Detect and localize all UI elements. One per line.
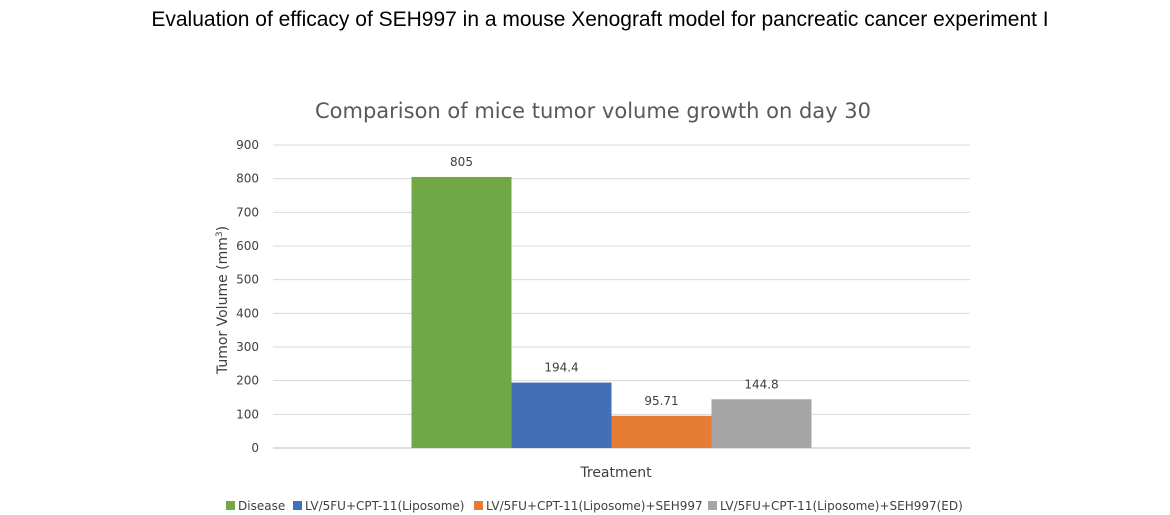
legend-swatch xyxy=(293,501,302,510)
y-axis-title-superscript: 3 xyxy=(215,231,225,237)
legend-label: LV/5FU+CPT-11(Liposome)+SEH997(ED) xyxy=(720,499,963,513)
y-tick-label: 500 xyxy=(236,273,259,287)
bar xyxy=(711,399,812,448)
y-tick-label: 400 xyxy=(236,306,259,320)
y-axis-title: Tumor Volume (mm3) xyxy=(215,226,231,375)
legend-label: LV/5FU+CPT-11(Liposome)+SEH997 xyxy=(486,499,703,513)
y-axis-title-close: ) xyxy=(215,226,231,231)
data-label: 95.71 xyxy=(644,394,678,408)
data-label: 805 xyxy=(450,155,473,169)
y-axis-title-main: Tumor Volume (mm xyxy=(215,237,231,375)
y-tick-label: 700 xyxy=(236,205,259,219)
legend-swatch xyxy=(226,501,235,510)
bar xyxy=(411,176,512,448)
legend-label: LV/5FU+CPT-11(Liposome) xyxy=(305,499,464,513)
y-tick-label: 300 xyxy=(236,340,259,354)
legend: Disease LV/5FU+CPT-11(Liposome) LV/5FU+CPT… xyxy=(226,499,963,513)
legend-swatch xyxy=(708,501,717,510)
chart-title: Comparison of mice tumor volume growth o… xyxy=(315,99,871,123)
y-tick-label: 200 xyxy=(236,374,259,388)
legend-label: Disease xyxy=(238,499,285,513)
y-tick-label: 800 xyxy=(236,172,259,186)
bar xyxy=(611,415,712,448)
y-tick-label: 900 xyxy=(236,138,259,152)
page-title: Evaluation of efficacy of SEH997 in a mo… xyxy=(151,8,1049,31)
x-axis-title: Treatment xyxy=(579,465,652,481)
bar xyxy=(511,382,612,448)
data-label: 194.4 xyxy=(544,361,578,375)
y-tick-label: 0 xyxy=(251,441,259,455)
legend-swatch xyxy=(474,501,483,510)
data-label: 144.8 xyxy=(744,377,778,391)
y-tick-label: 600 xyxy=(236,239,259,253)
y-tick-label: 100 xyxy=(236,407,259,421)
